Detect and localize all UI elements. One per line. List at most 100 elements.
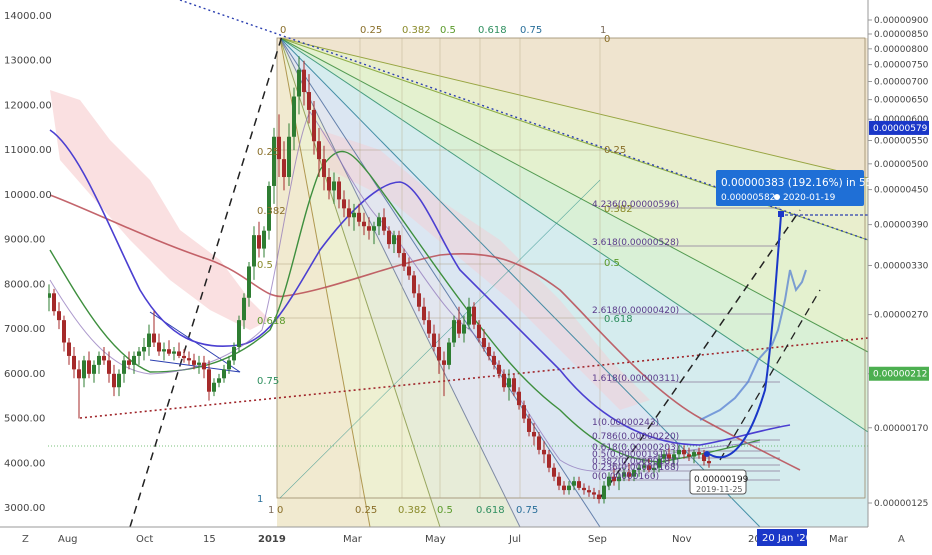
candle-body: [557, 476, 561, 486]
fib-ext-label: 1(0.00000243): [592, 418, 659, 428]
fib-ext-label: 0.236(0.00000168): [592, 463, 679, 473]
x-tick-label: Mar: [343, 534, 363, 545]
fib-top-label: 0.75: [520, 25, 542, 36]
x-tick-label: 15: [203, 534, 216, 545]
candle-body: [682, 449, 686, 455]
candle-body: [567, 485, 571, 491]
candle-body: [617, 476, 621, 482]
measure-box: [716, 170, 864, 206]
candle-body: [107, 360, 111, 374]
right-tick-label: 0.00000330: [874, 261, 929, 271]
right-tick-label: 0.00000900: [874, 16, 929, 26]
candle-body: [447, 342, 451, 365]
measure-line1: 0.00000383 (192.16%) in 55d: [721, 177, 879, 189]
candle-body: [397, 235, 401, 254]
fib-right-label: 0.25: [604, 145, 626, 156]
x-highlight-box: [757, 529, 807, 546]
fib-ext-label: 3.618(0.00000528): [592, 238, 679, 248]
candle-body: [82, 360, 86, 379]
candle-body: [652, 467, 656, 470]
candle-body: [372, 226, 376, 231]
candle-body: [407, 266, 411, 276]
candle-body: [417, 293, 421, 307]
candle-body: [357, 212, 361, 222]
candle-body: [197, 362, 201, 365]
candle-body: [517, 391, 521, 406]
fib-left-label: 0.382: [257, 206, 286, 217]
left-axis: 14000.00 13000.00 12000.00 11000.00 10000.00…: [0, 0, 52, 527]
candle-body: [382, 217, 386, 231]
candle-body: [697, 452, 701, 455]
right-axis: 0.00000900 0.00000850 0.00000800 0.00000750…: [867, 0, 932, 527]
right-tick-label: 0.00000800: [874, 45, 929, 55]
candle-body: [662, 454, 666, 459]
candle-body: [52, 293, 56, 312]
candle-body: [597, 494, 601, 500]
candle-body: [227, 360, 231, 370]
target-price-box: [869, 120, 929, 135]
candle-body: [202, 362, 206, 370]
candle-body: [607, 476, 611, 486]
right-tick-label: 0.00000550: [874, 136, 929, 146]
fib-fan-line: [279, 37, 869, 433]
fib-fan-line: [279, 37, 869, 179]
x-tick-label: Aug: [58, 534, 78, 545]
fib-right-label: 0.618: [604, 314, 633, 325]
fib-ext-label: 1.618(0.00000311): [592, 374, 679, 384]
ma-20: [49, 111, 761, 472]
candle-body: [622, 472, 626, 477]
candle-body: [167, 349, 171, 354]
candle-body: [247, 266, 251, 298]
fib-bottom-label: 0.5: [437, 505, 453, 516]
black-dashed-line: [599, 209, 801, 499]
candle-body: [707, 461, 711, 464]
blue-dotted-trendline: [179, 0, 869, 241]
fib-top-label: 0.5: [440, 25, 456, 36]
fib-left-label: 0.618: [257, 316, 286, 327]
clock-icon: [774, 194, 780, 200]
fib-right-label: 0: [604, 34, 610, 45]
annotation-labels: 0.00000383 (192.16%) in 55d 0.00000582 202…: [689, 170, 879, 495]
candle-body: [387, 230, 391, 245]
candle-body: [282, 159, 286, 178]
candle-body: [347, 208, 351, 218]
projection-curve: [705, 214, 782, 459]
candle-body: [287, 136, 291, 178]
candle-body: [57, 311, 61, 321]
left-tick-label: 11000.00: [4, 145, 52, 156]
left-tick-label: 10000.00: [4, 190, 52, 201]
candle-body: [222, 369, 226, 379]
candle-body: [632, 469, 636, 477]
candle-body: [152, 333, 156, 343]
candle-body: [457, 320, 461, 334]
left-tick-label: 4000.00: [4, 458, 45, 469]
candle-body: [542, 449, 546, 455]
candle-body: [242, 297, 246, 321]
fib-labels: 0 0.25 0.382 0.5 0.618 0.75 10 0.25 0.382 0.5 0.61…: [257, 25, 679, 516]
candle-body: [187, 358, 191, 361]
right-axis-bg: [868, 0, 932, 527]
candle-body: [522, 405, 526, 419]
low-label-value: 0.00000199: [694, 475, 749, 485]
left-tick-label: 3000.00: [4, 503, 45, 514]
fib-left-label: 0.75: [257, 376, 279, 387]
candle-body: [267, 185, 271, 231]
candle-body: [562, 485, 566, 491]
candle-body: [477, 324, 481, 339]
candle-body: [492, 355, 496, 365]
candle-body: [182, 355, 186, 359]
fib-bottom-label: 0.75: [516, 505, 538, 516]
ma-200: [49, 194, 801, 471]
black-dashed-line: [129, 35, 283, 528]
fib-top-label: 1: [600, 25, 606, 36]
target-marker: [778, 211, 784, 217]
candle-body: [302, 69, 306, 93]
right-tick-label: 0.00000850: [874, 30, 929, 40]
candle-body: [537, 436, 541, 450]
candle-body: [67, 342, 71, 356]
candle-body: [637, 467, 641, 470]
candle-body: [612, 476, 616, 482]
candle-body: [507, 378, 511, 388]
candle-body: [377, 217, 381, 227]
